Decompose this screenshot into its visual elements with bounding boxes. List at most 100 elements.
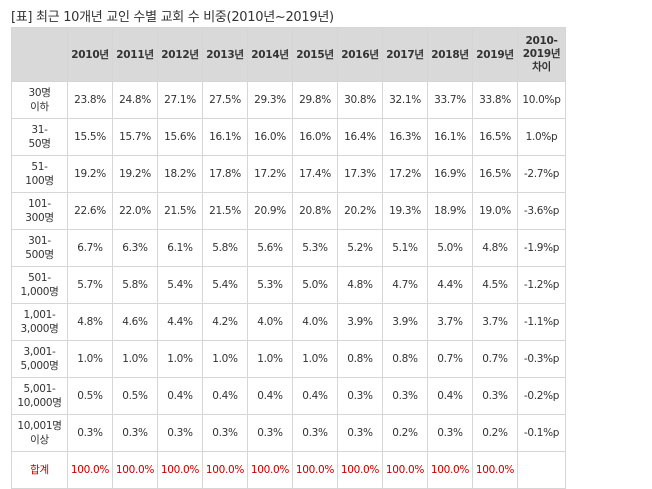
value-cell: 5.0% (427, 229, 473, 267)
row-label-cell: 301- 500명 (11, 229, 68, 267)
value-cell: 22.6% (67, 192, 113, 230)
value-cell: 0.4% (427, 377, 473, 415)
value-cell: 30.8% (337, 81, 383, 119)
table-row: 51- 100명 19.2% 19.2% 18.2% 17.8% 17.2% 17.4% 17.… (11, 155, 566, 193)
row-label-line: 이하 (30, 101, 49, 113)
diff-cell: -0.2%p (517, 377, 566, 415)
value-cell: 5.3% (247, 266, 293, 304)
value-cell: 1.0% (202, 340, 248, 378)
value-cell: 0.7% (427, 340, 473, 378)
value-cell: 0.4% (202, 377, 248, 415)
value-cell: 5.1% (382, 229, 428, 267)
table-row: 5,001- 10,000명 0.5% 0.5% 0.4% 0.4% 0.4% 0.4% 0.3… (11, 377, 566, 415)
value-cell: 0.3% (157, 414, 203, 452)
value-cell: 5.8% (112, 266, 158, 304)
value-cell: 5.4% (202, 266, 248, 304)
value-cell: 4.8% (337, 266, 383, 304)
value-cell: 16.4% (337, 118, 383, 156)
header-year-cell: 2011년 (112, 27, 158, 82)
value-cell: 4.7% (382, 266, 428, 304)
value-cell: 16.1% (202, 118, 248, 156)
value-cell: 5.7% (67, 266, 113, 304)
value-cell: 27.1% (157, 81, 203, 119)
header-diff-line: 2019년 (522, 48, 561, 60)
value-cell: 19.2% (112, 155, 158, 193)
header-diff-line: 차이 (532, 61, 551, 73)
header-year-cell: 2012년 (157, 27, 203, 82)
value-cell: 0.4% (292, 377, 338, 415)
header-diff-line: 2010- (525, 35, 558, 47)
value-cell: 4.4% (157, 303, 203, 341)
value-cell: 27.5% (202, 81, 248, 119)
value-cell: 16.1% (427, 118, 473, 156)
diff-cell: -1.9%p (517, 229, 566, 267)
value-cell: 3.9% (337, 303, 383, 341)
value-cell: 0.3% (202, 414, 248, 452)
value-cell: 19.0% (472, 192, 518, 230)
value-cell: 1.0% (157, 340, 203, 378)
row-label-line: 300명 (25, 212, 54, 224)
total-value-cell: 100.0% (472, 451, 518, 489)
header-year-cell: 2015년 (292, 27, 338, 82)
value-cell: 16.5% (472, 155, 518, 193)
row-label-line: 101- (28, 198, 51, 210)
row-label-cell: 30명 이하 (11, 81, 68, 119)
value-cell: 0.3% (427, 414, 473, 452)
row-label-line: 10,000명 (17, 397, 62, 409)
value-cell: 5.2% (337, 229, 383, 267)
value-cell: 1.0% (247, 340, 293, 378)
value-cell: 0.3% (112, 414, 158, 452)
value-cell: 16.0% (247, 118, 293, 156)
diff-cell: -1.1%p (517, 303, 566, 341)
table-row: 31- 50명 15.5% 15.7% 15.6% 16.1% 16.0% 16.0% 16.4… (11, 118, 566, 156)
row-label-cell: 3,001- 5,000명 (11, 340, 68, 378)
header-corner-cell (11, 27, 68, 82)
row-label-line: 10,001명 (17, 420, 62, 432)
total-value-cell: 100.0% (427, 451, 473, 489)
value-cell: 16.5% (472, 118, 518, 156)
table-body: 30명 이하 23.8% 24.8% 27.1% 27.5% 29.3% 29.8% 30.8%… (11, 81, 566, 489)
row-label-line: 1,001- (23, 309, 56, 321)
row-label-line: 5,000명 (20, 360, 59, 372)
table-row: 30명 이하 23.8% 24.8% 27.1% 27.5% 29.3% 29.8% 30.8%… (11, 81, 566, 119)
row-label-cell: 101- 300명 (11, 192, 68, 230)
value-cell: 22.0% (112, 192, 158, 230)
row-label-line: 3,000명 (20, 323, 59, 335)
value-cell: 0.3% (247, 414, 293, 452)
total-value-cell: 100.0% (337, 451, 383, 489)
value-cell: 4.8% (67, 303, 113, 341)
value-cell: 32.1% (382, 81, 428, 119)
value-cell: 4.6% (112, 303, 158, 341)
value-cell: 5.8% (202, 229, 248, 267)
table-row: 501- 1,000명 5.7% 5.8% 5.4% 5.4% 5.3% 5.0% 4.8% 4.… (11, 266, 566, 304)
value-cell: 1.0% (67, 340, 113, 378)
value-cell: 15.5% (67, 118, 113, 156)
table-row: 1,001- 3,000명 4.8% 4.6% 4.4% 4.2% 4.0% 4.0% 3.9%… (11, 303, 566, 341)
diff-cell: 10.0%p (517, 81, 566, 119)
value-cell: 0.3% (337, 414, 383, 452)
table-row: 3,001- 5,000명 1.0% 1.0% 1.0% 1.0% 1.0% 1.0% 0.8%… (11, 340, 566, 378)
header-year-cell: 2017년 (382, 27, 428, 82)
row-label-cell: 5,001- 10,000명 (11, 377, 68, 415)
row-label-line: 301- (28, 235, 51, 247)
table-caption: [표] 최근 10개년 교인 수별 교회 수 비중(2010년~2019년) (11, 10, 334, 25)
row-label-line: 31- (31, 124, 48, 136)
value-cell: 19.3% (382, 192, 428, 230)
total-label-cell: 합계 (11, 451, 68, 489)
value-cell: 3.7% (427, 303, 473, 341)
diff-cell: -2.7%p (517, 155, 566, 193)
value-cell: 16.3% (382, 118, 428, 156)
value-cell: 6.3% (112, 229, 158, 267)
value-cell: 5.3% (292, 229, 338, 267)
value-cell: 16.0% (292, 118, 338, 156)
value-cell: 0.3% (472, 377, 518, 415)
value-cell: 5.6% (247, 229, 293, 267)
row-label-line: 3,001- (23, 346, 56, 358)
value-cell: 20.2% (337, 192, 383, 230)
row-label-line: 51- (31, 161, 48, 173)
row-label-cell: 31- 50명 (11, 118, 68, 156)
row-label-line: 이상 (30, 434, 49, 446)
value-cell: 33.7% (427, 81, 473, 119)
header-year-cell: 2019년 (472, 27, 518, 82)
